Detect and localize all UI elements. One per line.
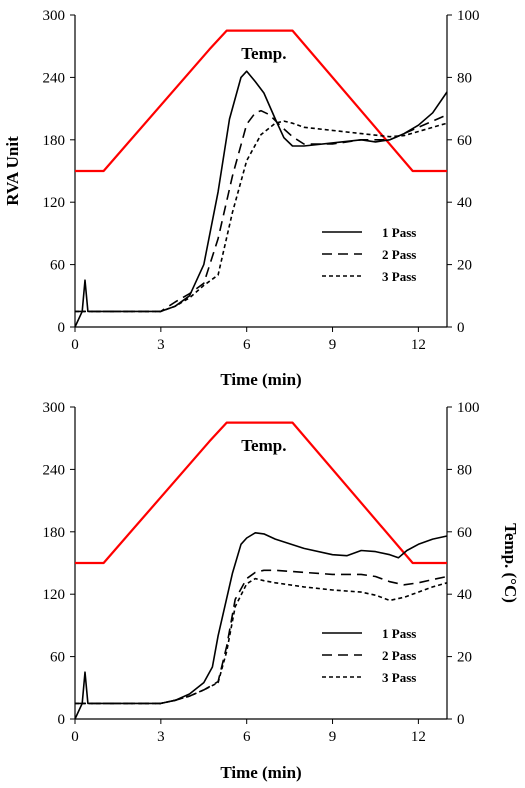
x-tick-label: 3 — [157, 729, 165, 745]
y-tick-label: 180 — [43, 133, 66, 149]
y2-tick-label: 40 — [457, 587, 472, 603]
x-tick-label: 6 — [243, 729, 251, 745]
temperature-line — [75, 421, 447, 565]
series-line-3 — [75, 120, 448, 313]
legend-label: 3 Pass — [382, 670, 416, 685]
x-tick-label: 12 — [411, 337, 426, 353]
x-tick-label: 9 — [329, 337, 337, 353]
y2-tick-label: 100 — [457, 8, 480, 24]
y2-tick-label: 80 — [457, 462, 472, 478]
legend-label: 2 Pass — [382, 648, 416, 663]
temperature-annotation: Temp. — [241, 436, 286, 455]
x-tick-label: 3 — [157, 337, 165, 353]
series-line-2 — [75, 109, 448, 313]
series-line-1 — [74, 531, 448, 720]
y-tick-label: 0 — [58, 712, 66, 728]
legend: 1 Pass 2 Pass 3 Pass — [322, 225, 416, 284]
series-line-1 — [74, 70, 448, 328]
legend-label: 1 Pass — [382, 626, 416, 641]
y2-tick-label: 40 — [457, 195, 472, 211]
y-tick-label: 120 — [43, 587, 66, 603]
y-tick-label: 240 — [43, 70, 66, 86]
y-tick-label: 60 — [50, 258, 65, 274]
y-tick-label: 300 — [43, 8, 66, 24]
y2-axis-title: Temp. (°C) — [501, 523, 520, 603]
x-tick-label: 0 — [71, 337, 79, 353]
y2-tick-label: 20 — [457, 650, 472, 666]
y-tick-label: 240 — [43, 462, 66, 478]
y2-tick-label: 100 — [457, 400, 480, 416]
series-line-2 — [75, 569, 448, 705]
legend: 1 Pass 2 Pass 3 Pass — [322, 626, 416, 685]
y2-tick-label: 20 — [457, 258, 472, 274]
y-axis-title: RVA Unit — [3, 136, 22, 206]
y-tick-label: 60 — [50, 650, 65, 666]
y2-tick-label: 0 — [457, 712, 465, 728]
y2-tick-label: 0 — [457, 320, 465, 336]
temperature-annotation: Temp. — [241, 44, 286, 63]
x-axis-title: Time (min) — [220, 370, 301, 389]
x-tick-label: 0 — [71, 729, 79, 745]
y-tick-label: 120 — [43, 195, 66, 211]
y2-tick-label: 80 — [457, 70, 472, 86]
series-line-3 — [75, 577, 448, 705]
x-tick-label: 12 — [411, 729, 426, 745]
x-tick-label: 6 — [243, 337, 251, 353]
y2-tick-label: 60 — [457, 525, 472, 541]
y2-tick-label: 60 — [457, 133, 472, 149]
y-tick-label: 300 — [43, 400, 66, 416]
temperature-line — [75, 29, 447, 173]
x-tick-label: 9 — [329, 729, 337, 745]
y-tick-label: 180 — [43, 525, 66, 541]
y-tick-label: 0 — [58, 320, 66, 336]
legend-label: 2 Pass — [382, 247, 416, 262]
legend-label: 3 Pass — [382, 269, 416, 284]
x-axis-title: Time (min) — [220, 763, 301, 782]
legend-label: 1 Pass — [382, 225, 416, 240]
